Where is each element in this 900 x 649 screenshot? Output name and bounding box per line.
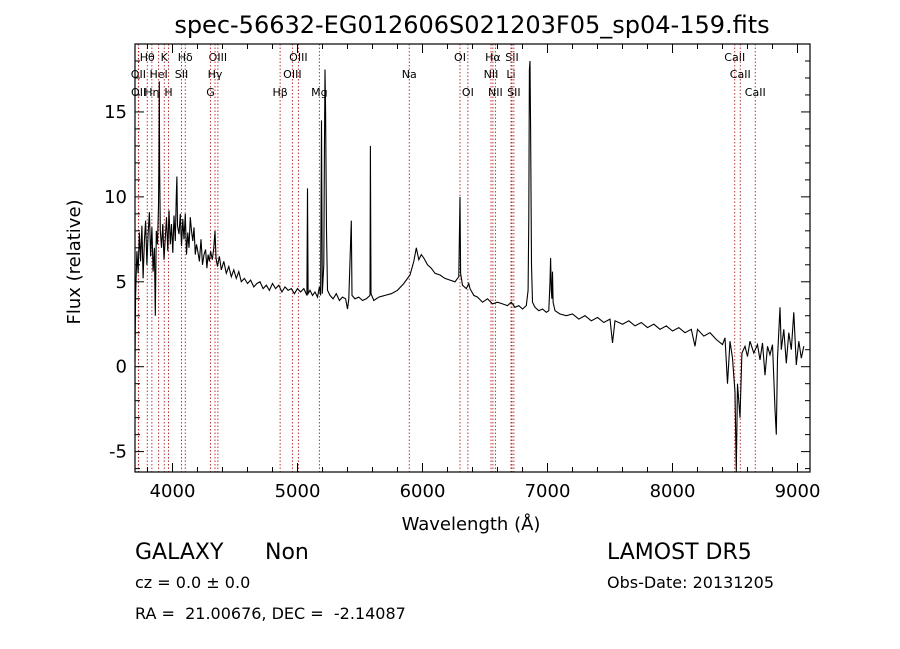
marker-label-23: Li <box>506 68 515 81</box>
x-tick-label: 9000 <box>775 481 821 502</box>
marker-label-22: SII <box>505 51 518 64</box>
marker-label-10: Hγ <box>208 68 223 81</box>
marker-label-27: CaII <box>745 86 766 99</box>
marker-label-18: OI <box>462 86 474 99</box>
marker-label-19: Hα <box>485 51 501 64</box>
y-tick-label: 0 <box>116 357 127 378</box>
y-tick-label: -5 <box>109 442 127 463</box>
marker-label-12: Hβ <box>272 86 287 99</box>
marker-label-16: Na <box>402 68 417 81</box>
marker-label-17: OI <box>454 51 466 64</box>
x-tick-label: 4000 <box>150 481 196 502</box>
marker-label-7: Hδ <box>178 51 193 64</box>
y-tick-label: 10 <box>104 187 127 208</box>
x-tick-label: 8000 <box>650 481 696 502</box>
x-tick-label: 6000 <box>400 481 446 502</box>
survey-name: LAMOST DR5 <box>607 540 752 565</box>
object-class: GALAXY <box>135 540 224 565</box>
marker-label-6: H <box>164 86 172 99</box>
marker-label-13: OIII <box>289 51 307 64</box>
marker-label-9: OIII <box>209 51 227 64</box>
y-tick-label: 15 <box>104 102 127 123</box>
marker-label-25: CaII <box>724 51 745 64</box>
object-subclass: Non <box>265 540 309 565</box>
spectrum-line <box>134 60 805 473</box>
x-tick-label: 5000 <box>275 481 321 502</box>
x-axis-label: Wavelength (Å) <box>402 513 541 535</box>
marker-label-20: NII <box>484 68 499 81</box>
marker-label-4: HeI <box>149 68 167 81</box>
redshift-text: cz = 0.0 ± 0.0 <box>135 573 251 592</box>
axis-ticks: 4000 5000 6000 7000 8000 9000 -5 0 5 10 15 <box>104 43 821 502</box>
x-tick-label: 7000 <box>525 481 571 502</box>
marker-label-14: OIII <box>283 68 301 81</box>
marker-label-24: SII <box>507 86 520 99</box>
marker-label-21: NII <box>488 86 503 99</box>
marker-label-26: CaII <box>730 68 751 81</box>
y-axis-label: Flux (relative) <box>64 199 85 324</box>
marker-label-8: SII <box>175 68 188 81</box>
marker-label-3: Hη <box>144 86 159 99</box>
marker-label-15: Mg <box>311 86 327 99</box>
plot-frame <box>134 43 811 473</box>
marker-label-11: G <box>206 86 215 99</box>
marker-label-2: Hθ <box>140 51 155 64</box>
observation-date: Obs-Date: 20131205 <box>607 573 775 592</box>
y-tick-label: 5 <box>116 272 127 293</box>
marker-label-5: K <box>161 51 169 64</box>
coordinates-text: RA = 21.00676, DEC = -2.14087 <box>135 604 406 623</box>
chart-title: spec-56632-EG012606S021203F05_sp04-159.f… <box>174 11 769 39</box>
